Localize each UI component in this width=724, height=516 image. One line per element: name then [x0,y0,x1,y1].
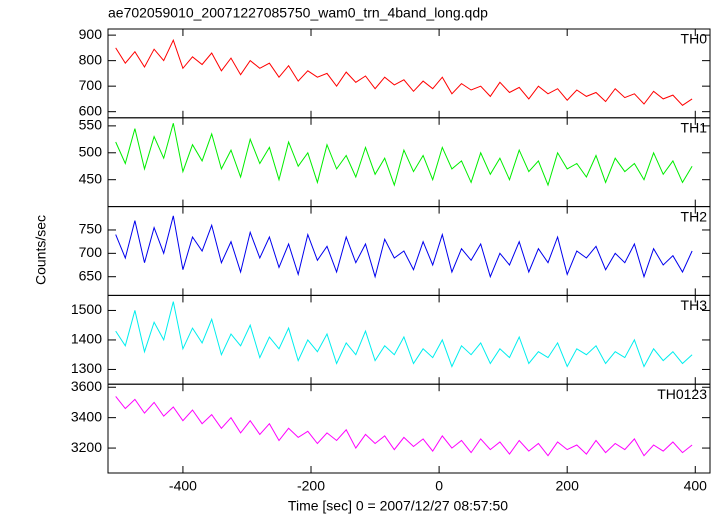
y-tick-label: 550 [79,117,103,133]
y-axis-label: Counts/sec [33,215,49,285]
y-tick-label: 800 [79,51,103,67]
x-tick-label: -200 [297,478,325,494]
y-tick-label: 700 [79,77,103,93]
series-line [115,123,693,187]
x-tick-label: 0 [435,478,443,494]
y-tick-label: 3400 [71,408,102,424]
chart-title: ae702059010_20071227085750_wam0_trn_4ban… [108,5,488,21]
panel-label: TH3 [681,297,708,313]
panel-frame [107,28,711,119]
y-tick-label: 1500 [71,301,102,317]
x-axis-label: Time [sec] 0 = 2007/12/27 08:57:50 [288,498,508,514]
y-tick-label: 1300 [71,360,102,376]
panel-label: TH0123 [657,386,707,402]
panel-frame [107,206,711,296]
y-tick-label: 3200 [71,439,102,455]
y-tick-label: 600 [79,102,103,118]
y-tick-label: 1400 [71,331,102,347]
panel-frame [107,383,711,474]
panel-label: TH2 [681,208,708,224]
y-tick-label: 3600 [71,378,102,394]
series-line [115,38,693,106]
y-tick-label: 750 [79,221,103,237]
panel-frame [107,294,711,385]
series-line [115,215,693,279]
y-tick-label: 450 [79,170,103,186]
y-tick-label: 500 [79,143,103,159]
x-tick-label: 200 [556,478,580,494]
x-tick-label: -400 [169,478,197,494]
series-line [115,301,693,368]
series-line [115,396,693,457]
panel-label: TH0 [681,31,708,47]
y-tick-label: 900 [79,26,103,42]
panel-label: TH1 [681,120,708,136]
y-tick-label: 700 [79,244,103,260]
y-tick-label: 650 [79,267,103,283]
x-tick-label: 400 [684,478,708,494]
